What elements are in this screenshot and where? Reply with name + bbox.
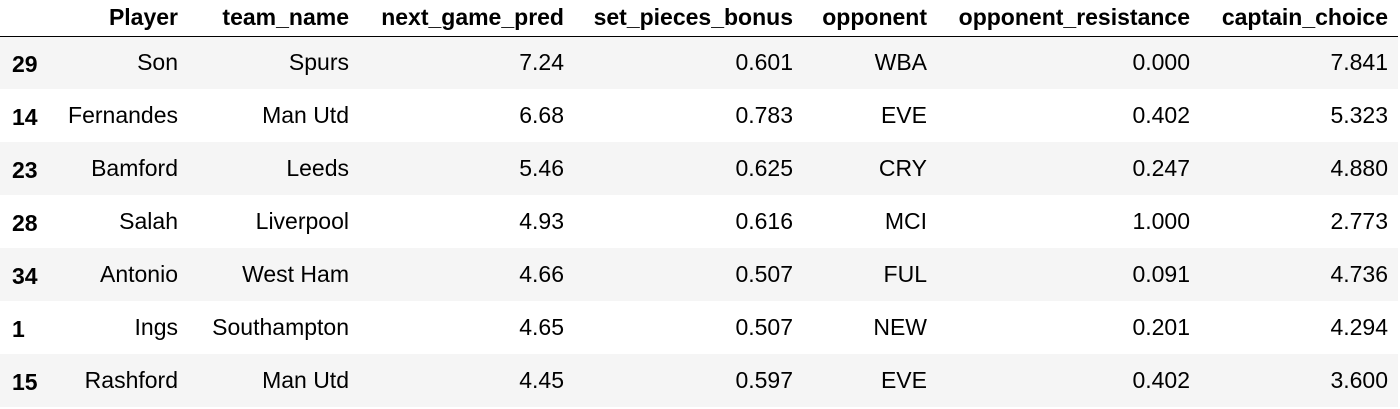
cell-opponent: EVE [880, 102, 927, 128]
cell-captain-choice: 4.294 [1330, 314, 1388, 340]
cell-opponent: CRY [878, 155, 927, 181]
cell-opponent: WBA [874, 49, 927, 76]
cell-team-name: Southampton [212, 314, 349, 340]
header-row: Player team_name next_game_pred set_piec… [0, 0, 1398, 36]
table-row: 15 Rashford Man Utd 4.45 0.597 EVE 0.402… [0, 354, 1398, 407]
table-row: 1 Ings Southampton 4.65 0.507 NEW 0.201 … [0, 301, 1398, 354]
cell-set-pieces-bonus: 0.601 [735, 49, 793, 76]
cell-opponent-resistance: 1.000 [1132, 208, 1190, 234]
row-index: 15 [12, 369, 38, 395]
cell-next-game-pred: 4.66 [519, 261, 564, 287]
cell-opponent: MCI [884, 208, 927, 234]
header-player: Player [108, 4, 178, 31]
cell-set-pieces-bonus: 0.507 [735, 261, 793, 287]
cell-opponent: EVE [880, 367, 927, 393]
cell-player: Son [137, 49, 178, 76]
cell-player: Bamford [91, 155, 178, 181]
table-row: 23 Bamford Leeds 5.46 0.625 CRY 0.247 4.… [0, 142, 1398, 195]
table-body: 29 Son Spurs 7.24 0.601 WBA 0.000 7.841 … [0, 36, 1398, 407]
cell-team-name: Man Utd [262, 367, 349, 393]
table-row: 34 Antonio West Ham 4.66 0.507 FUL 0.091… [0, 248, 1398, 301]
row-index: 14 [12, 104, 38, 130]
cell-team-name: Spurs [288, 49, 349, 76]
cell-captain-choice: 5.323 [1330, 102, 1388, 128]
cell-team-name: West Ham [242, 261, 349, 287]
cell-set-pieces-bonus: 0.597 [735, 367, 793, 393]
cell-set-pieces-bonus: 0.616 [735, 208, 793, 234]
cell-opponent: NEW [873, 314, 927, 340]
table-row: 29 Son Spurs 7.24 0.601 WBA 0.000 7.841 [0, 36, 1398, 89]
cell-captain-choice: 3.600 [1330, 367, 1388, 393]
cell-team-name: Leeds [286, 155, 349, 181]
header-captain-choice: captain_choice [1221, 4, 1388, 31]
row-index: 29 [12, 51, 38, 78]
cell-captain-choice: 7.841 [1330, 49, 1388, 76]
header-opponent-resistance: opponent_resistance [958, 4, 1190, 31]
cell-next-game-pred: 6.68 [519, 102, 564, 128]
cell-player: Salah [119, 208, 178, 234]
row-index: 1 [12, 316, 25, 342]
header-set-pieces-bonus: set_pieces_bonus [593, 4, 793, 31]
cell-next-game-pred: 4.45 [519, 367, 564, 393]
cell-team-name: Man Utd [262, 102, 349, 128]
cell-set-pieces-bonus: 0.625 [735, 155, 793, 181]
cell-captain-choice: 4.736 [1330, 261, 1388, 287]
cell-player: Antonio [99, 261, 178, 287]
cell-next-game-pred: 7.24 [519, 49, 564, 76]
cell-captain-choice: 4.880 [1330, 155, 1388, 181]
cell-player: Ings [134, 314, 178, 340]
cell-next-game-pred: 5.46 [519, 155, 564, 181]
row-index: 23 [12, 157, 38, 183]
cell-player: Rashford [84, 367, 178, 393]
cell-next-game-pred: 4.93 [519, 208, 564, 234]
cell-next-game-pred: 4.65 [519, 314, 564, 340]
table-row: 28 Salah Liverpool 4.93 0.616 MCI 1.000 … [0, 195, 1398, 248]
cell-player: Fernandes [68, 102, 178, 128]
header-team-name: team_name [222, 4, 349, 31]
cell-set-pieces-bonus: 0.783 [735, 102, 793, 128]
cell-captain-choice: 2.773 [1330, 208, 1388, 234]
table-row: 14 Fernandes Man Utd 6.68 0.783 EVE 0.40… [0, 89, 1398, 142]
row-index: 28 [12, 210, 38, 236]
cell-opponent-resistance: 0.201 [1132, 314, 1190, 340]
header-index [0, 0, 52, 36]
table-header: Player team_name next_game_pred set_piec… [0, 0, 1398, 36]
cell-set-pieces-bonus: 0.507 [735, 314, 793, 340]
cell-opponent: FUL [883, 261, 927, 287]
cell-team-name: Liverpool [255, 208, 349, 234]
header-next-game-pred: next_game_pred [381, 4, 564, 31]
row-index: 34 [12, 263, 38, 289]
cell-opponent-resistance: 0.000 [1132, 49, 1190, 76]
header-opponent: opponent [822, 4, 927, 31]
cell-opponent-resistance: 0.247 [1132, 155, 1190, 181]
cell-opponent-resistance: 0.402 [1132, 367, 1190, 393]
cell-opponent-resistance: 0.402 [1132, 102, 1190, 128]
cell-opponent-resistance: 0.091 [1132, 261, 1190, 287]
